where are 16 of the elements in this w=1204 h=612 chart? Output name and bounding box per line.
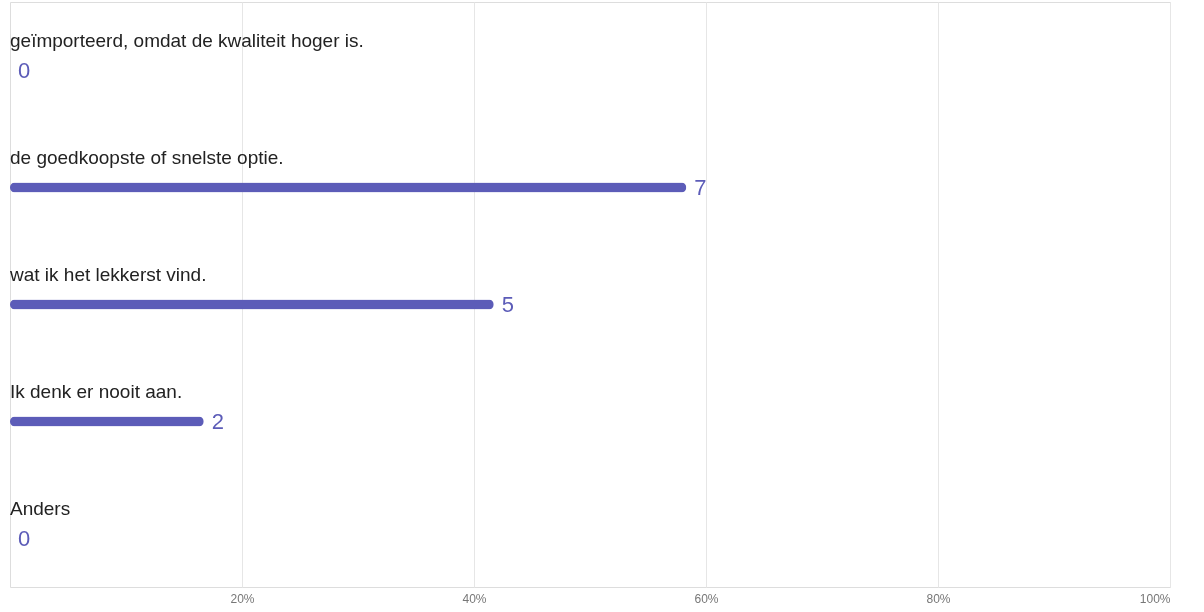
annotation: 0 xyxy=(18,525,31,551)
x-tick-label: 80% xyxy=(926,591,951,606)
annotation: 2 xyxy=(211,408,224,434)
y-tick-label: de goedkoopste of snelste optie. xyxy=(10,146,284,168)
y-tick-label: wat ik het lekkerst vind. xyxy=(9,263,207,285)
x-tick-label: 40% xyxy=(462,591,487,606)
annotation: 7 xyxy=(694,174,707,200)
y-tick-label: geïmporteerd, omdat de kwaliteit hoger is. xyxy=(10,29,364,51)
bar xyxy=(10,182,687,193)
x-tick-label: 60% xyxy=(694,591,719,606)
y-tick-label: Anders xyxy=(10,497,71,519)
y-tick-label: Ik denk er nooit aan. xyxy=(10,380,183,402)
annotation: 5 xyxy=(501,291,514,317)
x-tick-label: 20% xyxy=(230,591,255,606)
annotation: 0 xyxy=(18,57,31,83)
x-tick-label: 100% xyxy=(1139,591,1171,606)
